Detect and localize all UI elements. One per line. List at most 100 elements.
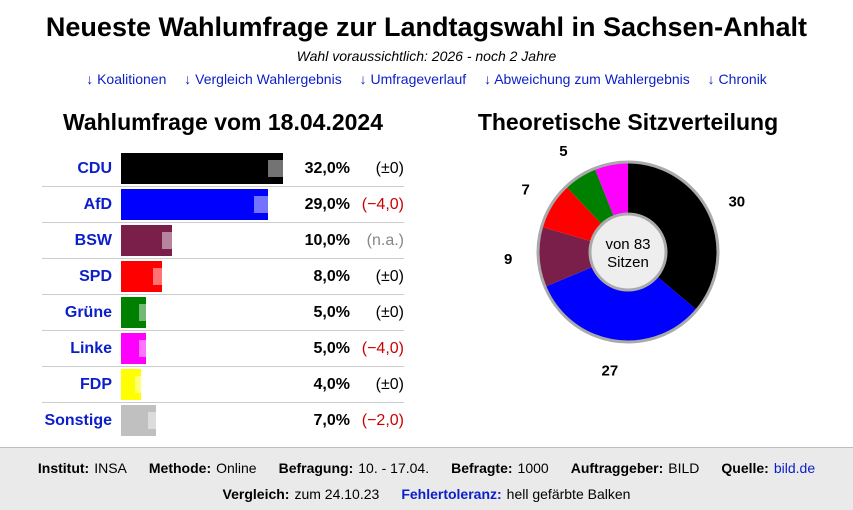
footer-value-institut: INSA bbox=[94, 460, 127, 476]
bar-linke bbox=[121, 333, 147, 364]
poll-row-fdp: FDP 4,0% (±0) bbox=[42, 367, 404, 403]
poll-row-cdu: CDU 32,0% (±0) bbox=[42, 151, 404, 187]
seat-label-gruene: 5 bbox=[559, 143, 567, 160]
footer-label-vergleich: Vergleich: bbox=[222, 486, 290, 502]
error-band-gruene bbox=[139, 304, 154, 321]
party-link-fdp[interactable]: FDP bbox=[80, 376, 112, 393]
error-band-cdu bbox=[268, 160, 298, 177]
donut-hole bbox=[588, 212, 668, 292]
poll-row-spd: SPD 8,0% (±0) bbox=[42, 259, 404, 295]
donut-outer-ring bbox=[536, 160, 720, 344]
value-label-gruene: 5,0% bbox=[313, 304, 350, 321]
change-label-sonstige: (−2,0) bbox=[361, 412, 404, 429]
nav-link-chronik[interactable]: ↓ Chronik bbox=[707, 71, 767, 87]
footer-item-quelle: Quelle: bild.de bbox=[721, 460, 815, 476]
change-label-linke: (−4,0) bbox=[361, 340, 404, 357]
footer-value-quelle[interactable]: bild.de bbox=[773, 460, 816, 476]
center-label-line-1: von 83 bbox=[605, 236, 650, 253]
nav-link-abweichung[interactable]: ↓ Abweichung zum Wahlergebnis bbox=[484, 71, 690, 87]
footer-item-auftraggeber: Auftraggeber: BILD bbox=[571, 460, 700, 476]
footer-value-befragte: 1000 bbox=[517, 460, 549, 476]
footer-label-befragte: Befragte: bbox=[451, 460, 513, 476]
change-label-cdu: (±0) bbox=[375, 160, 404, 177]
error-band-linke bbox=[139, 340, 154, 357]
footer-label-befragung: Befragung: bbox=[278, 460, 354, 476]
value-label-fdp: 4,0% bbox=[313, 376, 350, 393]
footer-item-methode: Methode: Online bbox=[149, 460, 257, 476]
nav-link-umfrageverlauf[interactable]: ↓ Umfrageverlauf bbox=[359, 71, 467, 87]
error-band-fdp bbox=[135, 376, 148, 393]
bar-fdp bbox=[121, 369, 142, 400]
footer-label-quelle: Quelle: bbox=[721, 460, 769, 476]
seat-label-afd: 27 bbox=[602, 363, 619, 380]
center-label-line-2: Sitzen bbox=[607, 254, 649, 271]
footer-line-1: Institut: INSA Methode: Online Befragung: 10.… bbox=[0, 460, 853, 476]
value-label-afd: 29,0% bbox=[304, 196, 350, 213]
footer-label-auftraggeber: Auftraggeber: bbox=[570, 460, 664, 476]
subtitle: Wahl voraussichtlich: 2026 - noch 2 Jahr… bbox=[296, 48, 557, 64]
change-label-spd: (±0) bbox=[375, 268, 404, 285]
poll-heading: Wahlumfrage vom 18.04.2024 bbox=[62, 109, 383, 135]
nav-link-koalitionen[interactable]: ↓ Koalitionen bbox=[86, 71, 167, 87]
footer-item-vergleich: Vergleich: zum 24.10.23 bbox=[223, 486, 380, 502]
bar-afd bbox=[121, 189, 268, 220]
footer-value-fehlertoleranz: hell gefärbte Balken bbox=[506, 486, 631, 502]
footer-value-methode: Online bbox=[216, 460, 257, 476]
seats-heading: Theoretische Sitzverteilung bbox=[477, 109, 779, 135]
footer-label-fehlertoleranz[interactable]: Fehlertoleranz: bbox=[401, 486, 502, 502]
party-link-bsw[interactable]: BSW bbox=[74, 232, 112, 249]
anchor-nav: ↓ Koalitionen ↓ Vergleich Wahlergebnis ↓… bbox=[0, 71, 853, 87]
value-label-spd: 8,0% bbox=[313, 268, 350, 285]
value-label-linke: 5,0% bbox=[313, 340, 350, 357]
party-link-cdu[interactable]: CDU bbox=[77, 160, 112, 177]
change-label-afd: (−4,0) bbox=[361, 196, 404, 213]
error-band-afd bbox=[253, 196, 282, 213]
bar-spd bbox=[121, 261, 162, 292]
error-band-spd bbox=[152, 268, 171, 285]
footer-label-institut: Institut: bbox=[37, 460, 90, 476]
footer-value-vergleich: zum 24.10.23 bbox=[294, 486, 380, 502]
slice-linke bbox=[594, 162, 628, 217]
change-label-fdp: (±0) bbox=[375, 376, 404, 393]
poll-row-sonstige: Sonstige 7,0% (−2,0) bbox=[42, 403, 404, 438]
footer-line-2: Vergleich: zum 24.10.23 Fehlertoleranz: hel… bbox=[0, 486, 853, 502]
seat-label-spd: 7 bbox=[521, 181, 529, 198]
page-title: Neueste Wahlumfrage zur Landtagswahl in … bbox=[45, 12, 808, 42]
footer-value-auftraggeber: BILD bbox=[668, 460, 700, 476]
value-label-cdu: 32,0% bbox=[304, 160, 350, 177]
value-label-bsw: 10,0% bbox=[304, 232, 350, 249]
poll-bar-chart: CDU 32,0% (±0) AfD 29,0% (−4,0) BSW 10,0% (n.a.)… bbox=[42, 151, 404, 438]
party-link-sonstige[interactable]: Sonstige bbox=[44, 412, 112, 429]
change-label-bsw: (n.a.) bbox=[366, 232, 404, 249]
nav-link-vergleich[interactable]: ↓ Vergleich Wahlergebnis bbox=[184, 71, 342, 87]
seat-label-linke: 5 bbox=[601, 140, 609, 143]
seat-label-cdu: 30 bbox=[728, 193, 745, 210]
error-band-sonstige bbox=[148, 412, 165, 429]
seat-label-bsw: 9 bbox=[504, 251, 512, 268]
footer-item-fehlertoleranz: Fehlertoleranz: hell gefärbte Balken bbox=[401, 486, 630, 502]
footer-item-befragte: Befragte: 1000 bbox=[451, 460, 549, 476]
value-label-sonstige: 7,0% bbox=[313, 412, 350, 429]
party-link-linke[interactable]: Linke bbox=[70, 340, 112, 357]
footer-item-institut: Institut: INSA bbox=[38, 460, 127, 476]
footer-item-befragung: Befragung: 10. - 17.04. bbox=[279, 460, 430, 476]
slice-cdu bbox=[628, 162, 718, 310]
poll-row-gruene: Grüne 5,0% (±0) bbox=[42, 295, 404, 331]
slice-bsw bbox=[538, 226, 593, 287]
party-link-spd[interactable]: SPD bbox=[79, 268, 112, 285]
poll-row-afd: AfD 29,0% (−4,0) bbox=[42, 187, 404, 223]
bar-cdu bbox=[121, 153, 283, 184]
slice-afd bbox=[545, 266, 697, 342]
slice-spd bbox=[541, 186, 602, 242]
party-link-afd[interactable]: AfD bbox=[83, 196, 112, 213]
bar-bsw bbox=[121, 225, 172, 256]
poll-row-bsw: BSW 10,0% (n.a.) bbox=[42, 223, 404, 259]
error-band-bsw bbox=[161, 232, 182, 249]
bar-sonstige bbox=[121, 405, 157, 436]
poll-row-linke: Linke 5,0% (−4,0) bbox=[42, 331, 404, 367]
slice-gruene bbox=[566, 168, 614, 225]
bar-gruene bbox=[121, 297, 147, 328]
party-link-gruene[interactable]: Grüne bbox=[64, 304, 112, 321]
footer-value-befragung: 10. - 17.04. bbox=[358, 460, 430, 476]
